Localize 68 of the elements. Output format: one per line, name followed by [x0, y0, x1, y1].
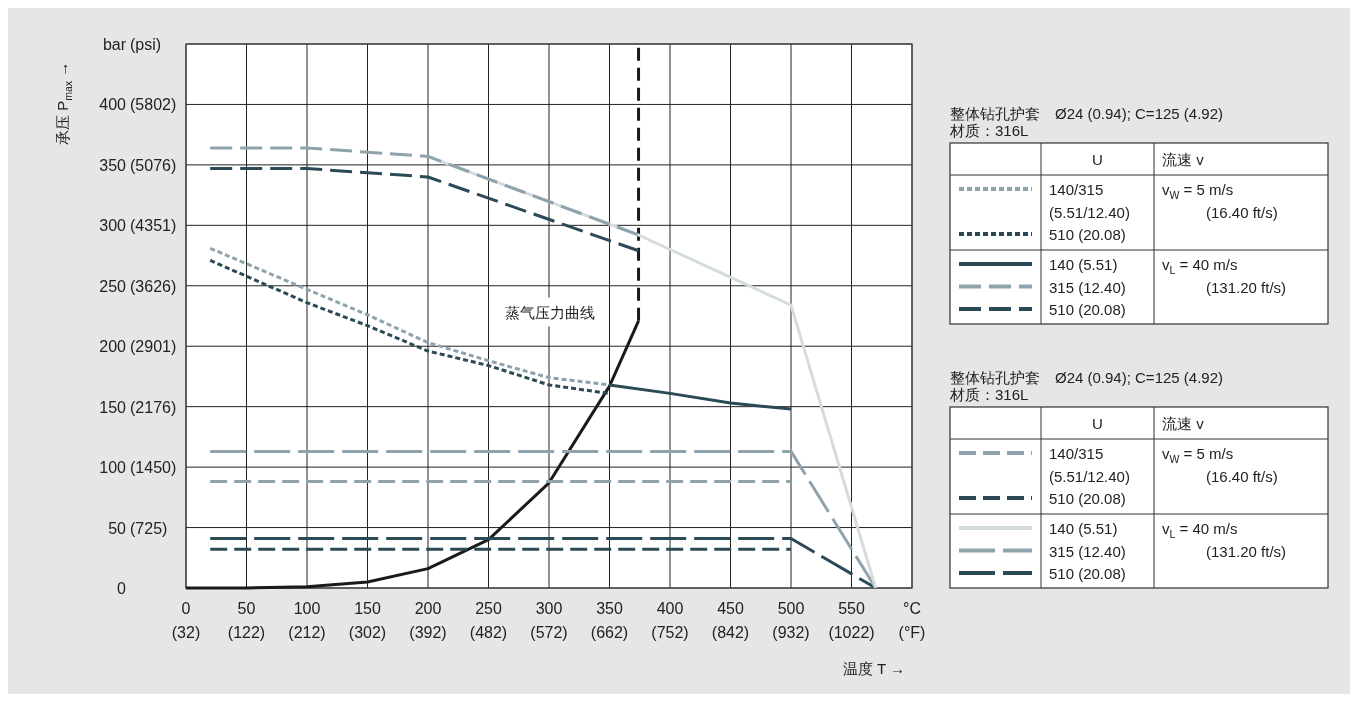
y2-tick-label: (2901) [130, 337, 177, 355]
y-tick-label: 200 [99, 337, 127, 355]
legend-label: 510 (20.08) [1049, 300, 1126, 318]
x2-tick-label: (752) [651, 623, 689, 641]
text: v$_{W}$ = 5 m/s (16.40 ft/s) [1162, 180, 1278, 220]
legend-label: 140/315 (5.51/12.40) [1049, 180, 1130, 220]
legend-label: 510 (20.08) [1049, 564, 1126, 582]
x2-tick-label: (482) [469, 623, 508, 641]
y-tick-label: 150 [99, 398, 127, 416]
x-tick-label: 350 [596, 599, 623, 617]
x2-tick-label: (122) [227, 623, 266, 641]
y-tick-label: 50 [108, 519, 127, 537]
text: 流速 v [1162, 414, 1204, 432]
legend-label: 315 (12.40) [1049, 542, 1126, 559]
y2-tick-label: (4351) [130, 216, 177, 234]
x-tick-label: 500 [777, 599, 805, 617]
x2-tick-label: (572) [530, 623, 568, 641]
x2-tick-label: (302) [348, 623, 387, 641]
x-axis-title: 温度 T → [842, 659, 905, 677]
x2-tick-label: (662) [590, 623, 629, 641]
x2-tick-label: (32) [171, 623, 201, 641]
y2-tick-label: (psi) [130, 35, 162, 53]
y2-tick-label: (3626) [130, 277, 177, 295]
x-tick-label: 200 [414, 599, 442, 617]
y-tick-label: 250 [99, 277, 127, 295]
x-tick-label: °C [903, 599, 921, 617]
y2-tick-label: (2176) [130, 398, 177, 416]
text: 整体钻孔护套 Ø24 (0.94); C=125 (4.92) 材质：316L [950, 368, 1224, 403]
y-tick-label: 0 [117, 579, 127, 597]
x-tick-label: 50 [237, 599, 256, 617]
y-tick-label: 350 [99, 156, 127, 174]
line-series [608, 383, 793, 411]
text: v$_{W}$ = 5 m/s (16.40 ft/s) [1162, 444, 1278, 484]
x-tick-label: 450 [717, 599, 744, 617]
text: v$_{L}$ = 40 m/s (131.20 ft/s) [1162, 255, 1287, 295]
y-tick-label: 100 [99, 458, 127, 476]
legend-title: 整体钻孔护套 Ø24 (0.94); C=125 (4.92) 材质：316L [949, 104, 1224, 139]
x2-tick-label: (212) [288, 623, 326, 641]
x2-tick-label: (°F) [898, 623, 926, 641]
x2-tick-label: (1022) [828, 623, 875, 641]
y-tick-label: 300 [99, 216, 127, 234]
legend-label: 510 (20.08) [1049, 225, 1126, 243]
x-tick-label: 150 [354, 599, 381, 617]
x-tick-label: 0 [181, 599, 191, 617]
y2-tick-label: (1450) [130, 458, 177, 476]
y2-tick-label: (5802) [130, 95, 177, 113]
legend-label: 140 (5.51) [1049, 519, 1118, 537]
x-tick-label: 250 [475, 599, 502, 617]
annotation: 蒸气压力曲线 [505, 303, 595, 321]
x2-tick-label: (842) [711, 623, 750, 641]
x-tick-label: 100 [293, 599, 321, 617]
y2-tick-label: (725) [130, 519, 168, 537]
x-tick-label: 550 [838, 599, 865, 617]
x2-tick-label: (932) [772, 623, 810, 641]
legend-label: 140 (5.51) [1049, 255, 1118, 273]
text: U [1092, 150, 1103, 168]
y-tick-label: 400 [99, 95, 127, 113]
legend-label: 510 (20.08) [1049, 489, 1126, 507]
x2-tick-label: (392) [409, 623, 447, 641]
x-tick-label: 300 [535, 599, 563, 617]
text: v$_{L}$ = 40 m/s (131.20 ft/s) [1162, 519, 1287, 559]
text: 流速 v [1162, 150, 1205, 168]
text: U [1092, 414, 1103, 432]
y2-tick-label: (5076) [130, 156, 177, 174]
y-tick-label: bar [102, 35, 127, 53]
legend-label: 315 (12.40) [1049, 278, 1126, 295]
x-tick-label: 400 [656, 599, 684, 617]
legend-label: 140/315 (5.51/12.40) [1049, 444, 1130, 484]
